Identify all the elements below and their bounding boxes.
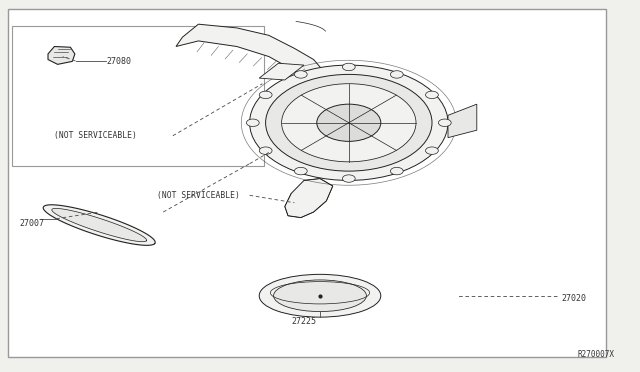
Circle shape	[250, 65, 448, 180]
Polygon shape	[448, 104, 477, 138]
Circle shape	[342, 63, 355, 71]
Circle shape	[282, 84, 416, 162]
Polygon shape	[176, 24, 326, 82]
Polygon shape	[44, 205, 155, 245]
Circle shape	[317, 104, 381, 141]
Circle shape	[390, 167, 403, 175]
Circle shape	[259, 91, 272, 99]
Text: R270007X: R270007X	[577, 350, 614, 359]
Circle shape	[426, 147, 438, 154]
Circle shape	[438, 119, 451, 126]
Text: 27007: 27007	[19, 219, 44, 228]
Circle shape	[259, 147, 272, 154]
Circle shape	[246, 119, 259, 126]
Circle shape	[342, 175, 355, 182]
Text: 27080: 27080	[107, 57, 132, 65]
Ellipse shape	[274, 280, 366, 312]
Circle shape	[390, 71, 403, 78]
Circle shape	[426, 91, 438, 99]
Circle shape	[266, 74, 432, 171]
Text: 27020: 27020	[562, 294, 587, 303]
Circle shape	[294, 167, 307, 175]
Polygon shape	[285, 179, 333, 218]
Text: 27225: 27225	[291, 317, 316, 326]
Ellipse shape	[259, 275, 381, 317]
Polygon shape	[259, 63, 304, 80]
Text: (NOT SERVICEABLE): (NOT SERVICEABLE)	[157, 191, 239, 200]
Text: (NOT SERVICEABLE): (NOT SERVICEABLE)	[54, 131, 137, 140]
Polygon shape	[52, 208, 147, 242]
Circle shape	[294, 71, 307, 78]
Polygon shape	[48, 46, 75, 64]
Bar	[12, 26, 264, 166]
